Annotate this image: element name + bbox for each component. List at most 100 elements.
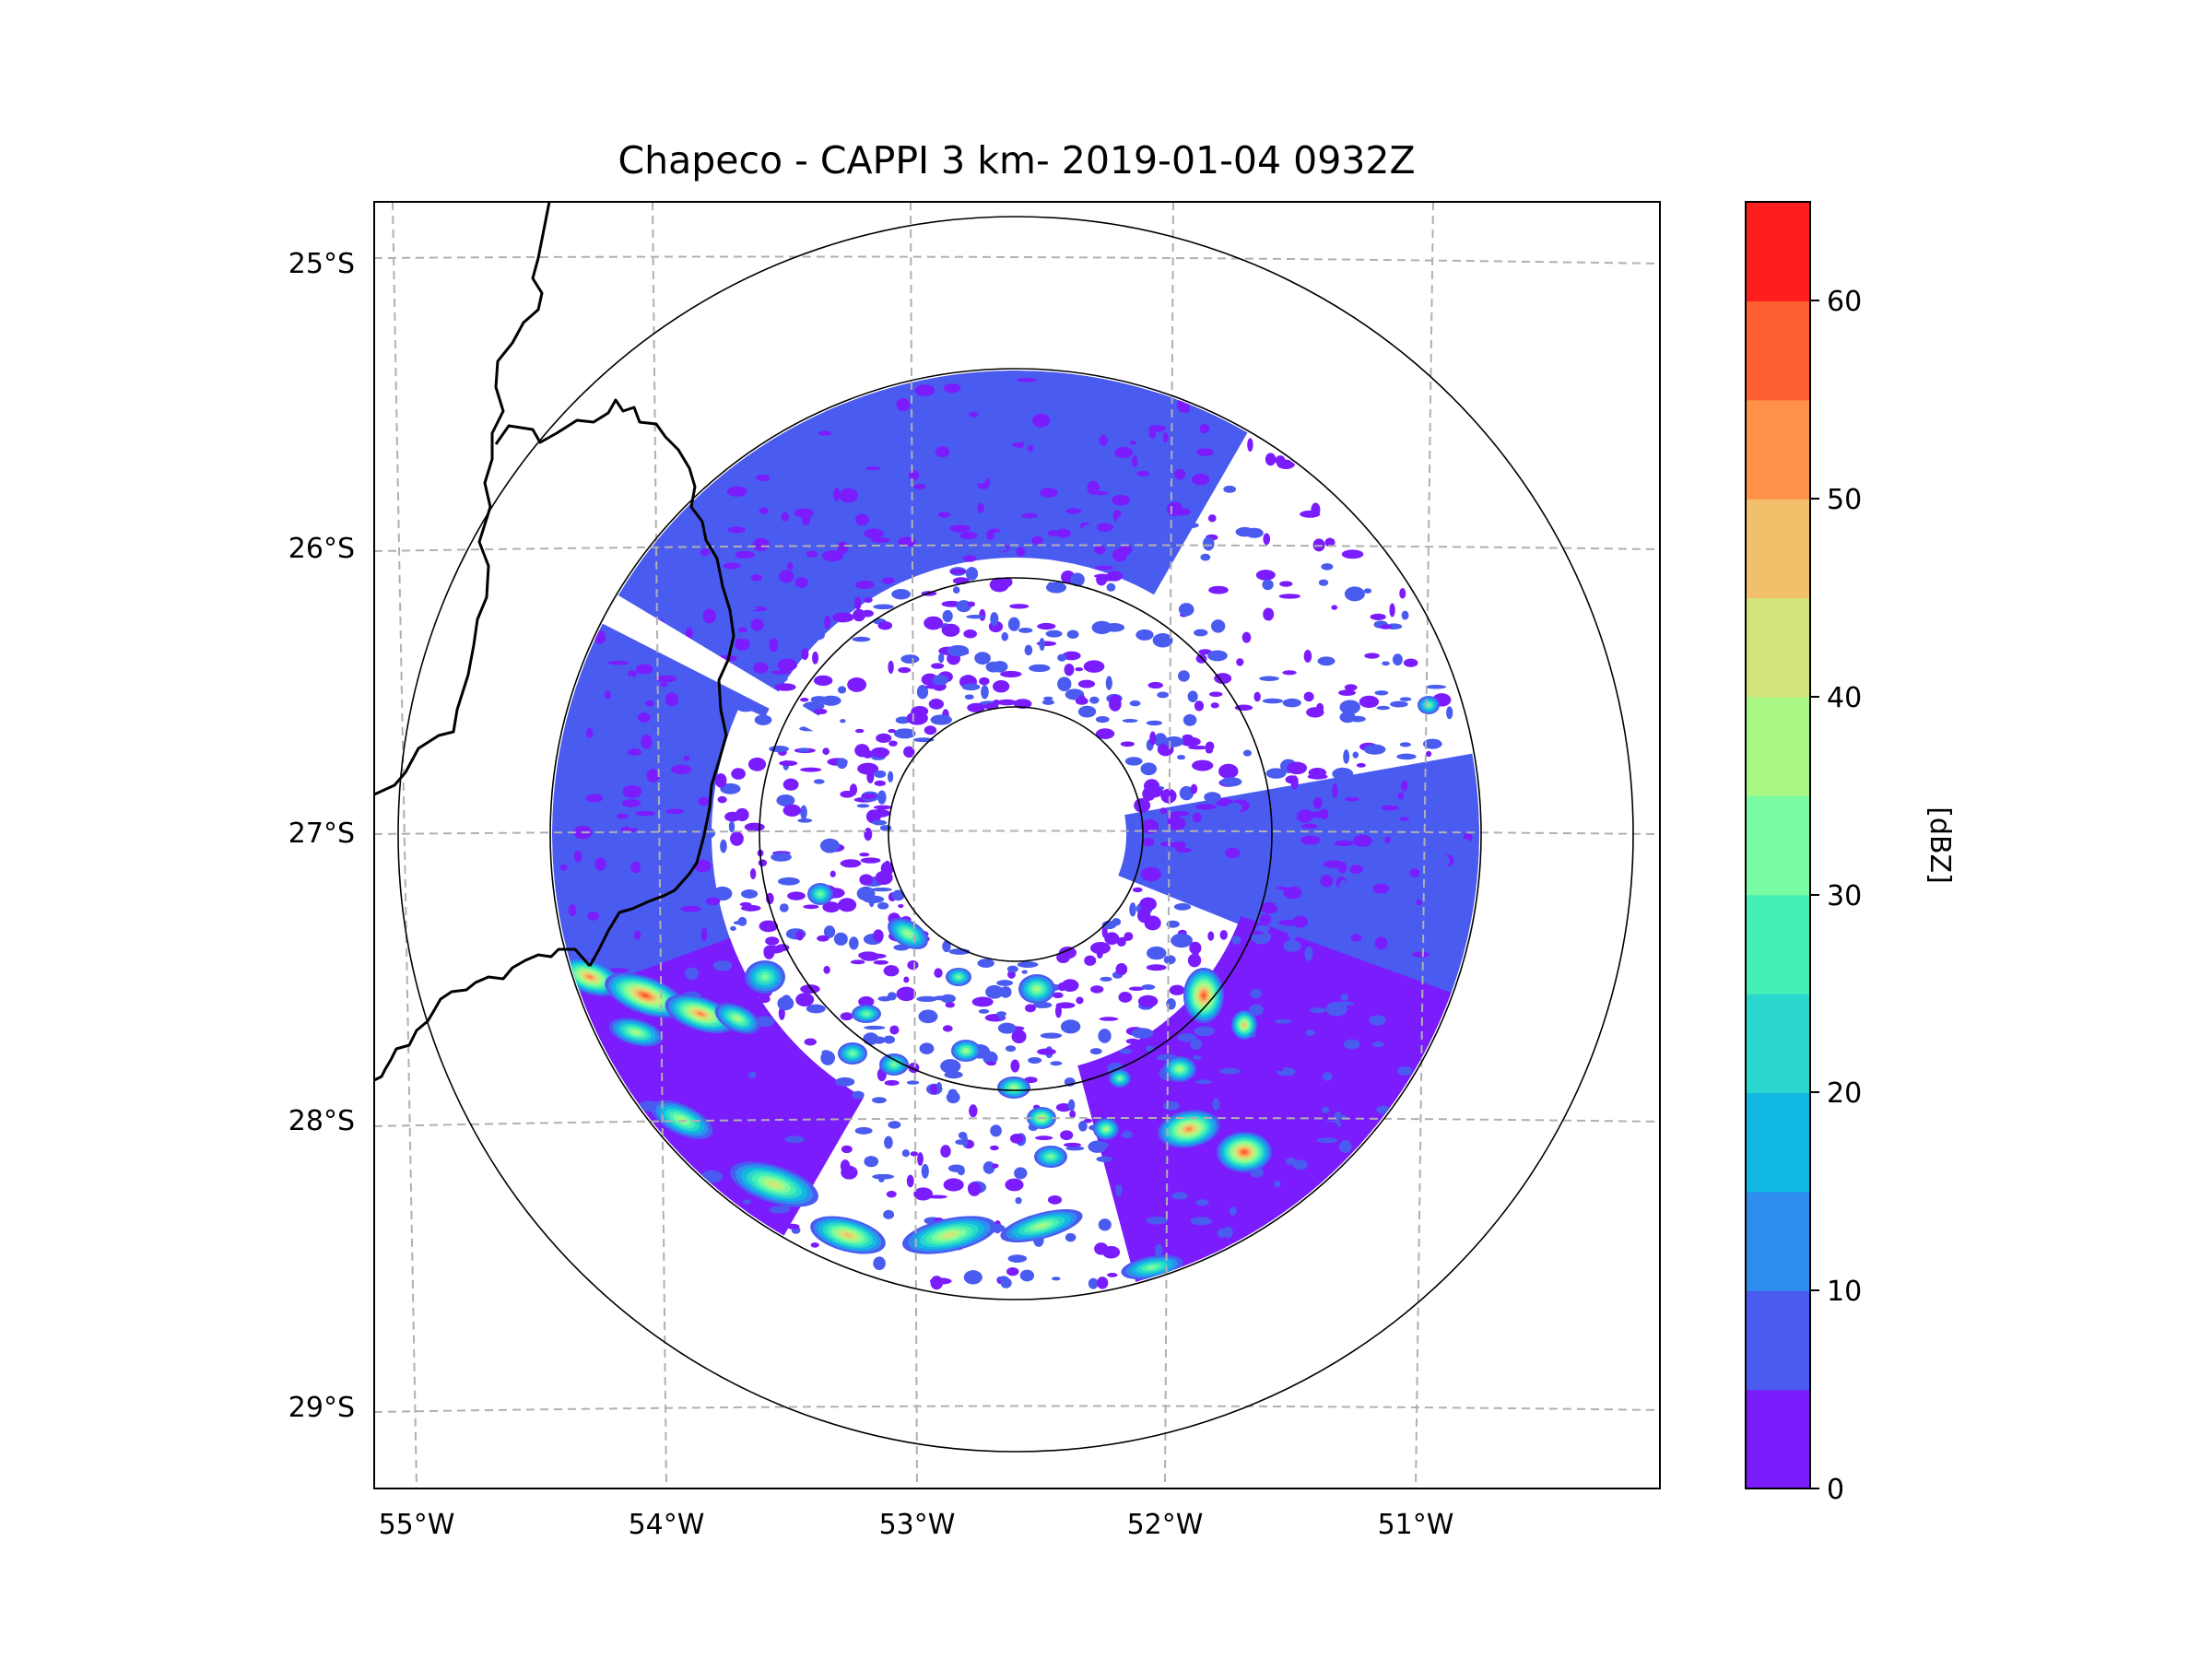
echo-speckle bbox=[1089, 1048, 1102, 1055]
echo-speckle bbox=[969, 1104, 978, 1118]
echo-speckle bbox=[800, 984, 820, 994]
echo-speckle bbox=[1306, 993, 1318, 1003]
echo-speckle bbox=[833, 487, 841, 502]
echo-speckle bbox=[863, 596, 873, 604]
echo-speckle bbox=[1075, 697, 1088, 705]
echo-speckle bbox=[1096, 947, 1103, 959]
echo-speckle bbox=[759, 507, 769, 514]
echo-speckle bbox=[1344, 796, 1359, 802]
echo-speckle bbox=[784, 1135, 806, 1144]
lon-label-55w: 55°W bbox=[379, 1509, 455, 1541]
colorbar-segment bbox=[1746, 795, 1810, 896]
echo-speckle bbox=[883, 965, 900, 977]
echo-speckle bbox=[742, 1199, 751, 1205]
echo-speckle bbox=[1000, 670, 1022, 678]
echo-speckle bbox=[692, 684, 711, 693]
echo-speckle bbox=[1347, 1064, 1366, 1072]
echo-speckle bbox=[1207, 650, 1228, 662]
echo-speckle bbox=[1052, 992, 1064, 999]
meridian-51w bbox=[1415, 202, 1434, 1488]
echo-speckle bbox=[857, 762, 879, 775]
echo-speckle bbox=[912, 564, 926, 573]
lon-label-53w: 53°W bbox=[879, 1509, 956, 1541]
lon-label-54w: 54°W bbox=[629, 1509, 705, 1541]
echo-speckle bbox=[1207, 931, 1215, 941]
echo-speckle bbox=[884, 1135, 893, 1149]
echo-speckle bbox=[1091, 620, 1112, 635]
echo-speckle bbox=[1292, 915, 1309, 928]
echo-speckle bbox=[1321, 563, 1334, 571]
echo-speckle bbox=[961, 683, 981, 691]
echo-speckle bbox=[828, 472, 840, 484]
echo-speckle bbox=[924, 616, 944, 630]
echo-speckle bbox=[680, 905, 702, 912]
echo-speckle bbox=[1065, 1146, 1085, 1151]
echo-speckle bbox=[910, 1151, 919, 1157]
echo-speckle bbox=[869, 493, 879, 500]
echo-speckle bbox=[765, 936, 780, 946]
echo-speckle bbox=[693, 936, 701, 949]
cell-contour bbox=[843, 1232, 853, 1238]
cell-se-d bbox=[1163, 1056, 1196, 1082]
echo-speckle bbox=[1041, 700, 1055, 705]
echo-speckle bbox=[1303, 691, 1314, 702]
echo-speckle bbox=[949, 524, 971, 533]
echo-speckle bbox=[1131, 455, 1138, 468]
echo-speckle bbox=[1332, 783, 1338, 799]
echo-speckle bbox=[1259, 676, 1279, 681]
echo-speckle bbox=[873, 805, 893, 810]
echo-speckle bbox=[1304, 946, 1313, 961]
cell-contour bbox=[586, 974, 594, 980]
echo-speckle bbox=[1229, 1206, 1237, 1216]
echo-speckle bbox=[1099, 1017, 1119, 1021]
echo-speckle bbox=[1124, 757, 1143, 766]
echo-speckle bbox=[645, 700, 654, 707]
echo-speckle bbox=[1105, 676, 1112, 690]
echo-speckle bbox=[918, 1009, 938, 1024]
beam-blockage-gap bbox=[601, 594, 850, 747]
echo-speckle bbox=[1303, 650, 1312, 663]
echo-speckle bbox=[856, 804, 870, 808]
echo-speckle bbox=[1202, 536, 1215, 551]
echo-speckle bbox=[940, 1059, 961, 1074]
echo-speckle bbox=[1210, 702, 1219, 709]
echo-speckle bbox=[1055, 1103, 1072, 1112]
echo-speckle bbox=[1359, 695, 1380, 709]
echo-speckle bbox=[1280, 873, 1300, 883]
echo-speckle bbox=[1350, 934, 1362, 942]
echo-speckle bbox=[1334, 840, 1354, 847]
echo-speckle bbox=[794, 508, 815, 518]
echo-speckle bbox=[832, 464, 848, 475]
echo-speckle bbox=[1017, 378, 1038, 382]
colorbar-segment bbox=[1746, 1191, 1810, 1291]
echo-speckle bbox=[744, 822, 765, 832]
cb-label-0: 0 bbox=[1827, 1474, 1844, 1506]
echo-speckle bbox=[1016, 547, 1026, 557]
echo-speckle bbox=[709, 1107, 722, 1114]
reflectivity-field bbox=[552, 371, 1479, 1290]
echo-speckle bbox=[1034, 1135, 1053, 1141]
echo-speckle bbox=[886, 1190, 897, 1198]
echo-speckle bbox=[1132, 887, 1143, 893]
echo-speckle bbox=[1120, 741, 1135, 747]
echo-speckle bbox=[795, 606, 804, 616]
echo-speckle bbox=[872, 1173, 895, 1180]
echo-speckle bbox=[1177, 1033, 1196, 1042]
colorbar-segment bbox=[1746, 1092, 1810, 1193]
echo-speckle bbox=[667, 897, 687, 902]
echo-speckle bbox=[852, 636, 871, 642]
echo-speckle bbox=[666, 1019, 679, 1028]
echo-speckle bbox=[812, 629, 825, 641]
echo-speckle bbox=[1061, 979, 1079, 993]
echo-speckle bbox=[990, 1124, 1002, 1137]
echo-speckle bbox=[931, 663, 945, 669]
cell-c-6 bbox=[951, 1040, 981, 1062]
echo-speckle bbox=[1064, 1142, 1082, 1147]
cell-contour bbox=[1035, 1223, 1048, 1229]
echo-speckle bbox=[1195, 1199, 1209, 1206]
echo-speckle bbox=[1178, 603, 1194, 617]
echo-speckle bbox=[1282, 698, 1301, 708]
echo-speckle bbox=[560, 752, 576, 766]
echo-speckle bbox=[1100, 732, 1108, 739]
echo-speckle bbox=[1141, 983, 1156, 991]
